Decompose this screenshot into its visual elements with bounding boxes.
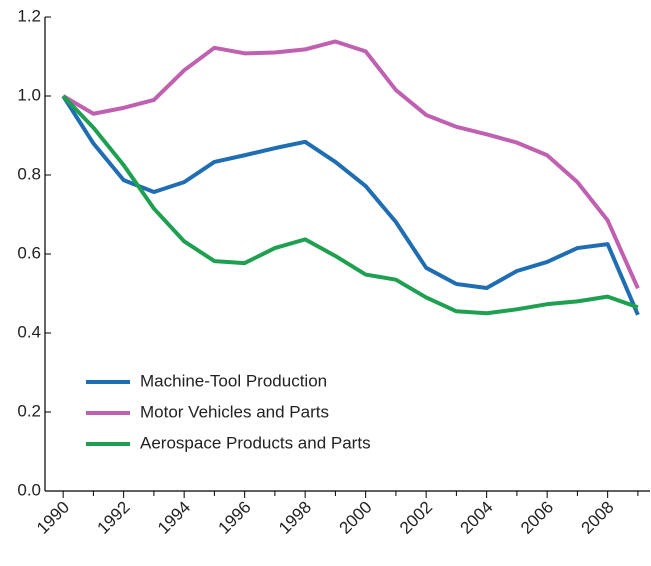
x-tick-label: 1994 [154, 498, 194, 538]
y-tick-label: 0.6 [17, 243, 41, 262]
x-tick-label: 1996 [214, 498, 254, 538]
x-tick-label: 2004 [456, 498, 496, 538]
y-tick-label: 1.2 [17, 6, 41, 25]
y-tick-label: 0.8 [17, 164, 41, 183]
series-line [61, 94, 639, 316]
x-tick-label: 2002 [396, 498, 436, 538]
series-line [61, 94, 640, 316]
legend-label: Aerospace Products and Parts [140, 433, 371, 452]
y-tick-label: 0.0 [17, 480, 41, 499]
x-tick-label: 1992 [93, 498, 133, 538]
y-tick-label: 0.2 [17, 401, 41, 420]
legend-label: Motor Vehicles and Parts [140, 402, 329, 421]
x-tick-label: 2008 [577, 498, 617, 538]
series-line [62, 39, 640, 290]
x-tick-label: 2000 [335, 498, 375, 538]
y-tick-label: 1.0 [17, 85, 41, 104]
x-tick-label: 1998 [275, 498, 315, 538]
x-tick-label: 2006 [517, 498, 557, 538]
legend-label: Machine-Tool Production [140, 371, 327, 390]
x-tick-label: 1990 [33, 498, 73, 538]
y-tick-label: 0.4 [17, 322, 41, 341]
